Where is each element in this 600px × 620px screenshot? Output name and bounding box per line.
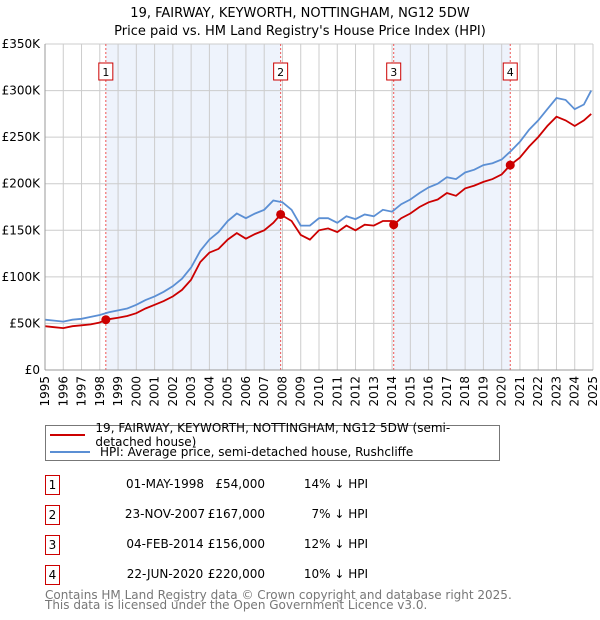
- x-tick-label: 1996: [56, 376, 70, 407]
- x-tick-label: 2012: [349, 376, 363, 407]
- transaction-date: 23-NOV-2007: [124, 507, 206, 521]
- y-tick-label: £300K: [2, 84, 42, 98]
- y-tick-label: £100K: [2, 270, 42, 284]
- y-tick-label: £50K: [9, 316, 41, 330]
- x-tick-label: 2019: [476, 376, 490, 407]
- y-tick-label: £150K: [2, 223, 42, 237]
- x-tick-label: 2013: [367, 376, 381, 407]
- sale-marker-box: [98, 62, 114, 81]
- footer: Contains HM Land Registry data © Crown c…: [45, 588, 512, 612]
- x-tick-label: 2023: [549, 376, 563, 407]
- x-tick-label: 1997: [75, 376, 89, 407]
- transaction-price: £54,000: [215, 477, 265, 491]
- sale-marker-label: 4: [507, 66, 514, 79]
- transaction-row: 4 22-JUN-2020 £220,000 10% ↓ HPI: [45, 565, 445, 585]
- x-tick-label: 2011: [330, 376, 344, 407]
- x-tick-label: 2008: [275, 376, 289, 407]
- legend-label-property: 19, FAIRWAY, KEYWORTH, NOTTINGHAM, NG12 …: [95, 421, 451, 449]
- shaded-range: [393, 44, 511, 370]
- legend-swatch-hpi: [50, 451, 90, 453]
- x-tick-label: 2015: [403, 376, 417, 407]
- footer-line-2: This data is licensed under the Open Gov…: [45, 598, 428, 612]
- transaction-date: 04-FEB-2014: [126, 537, 204, 551]
- sale-marker-label: 3: [390, 66, 397, 79]
- transaction-hpi-diff: 10% ↓ HPI: [303, 567, 368, 581]
- x-tick-label: 1999: [111, 376, 125, 407]
- x-tick-label: 2009: [294, 376, 308, 407]
- transaction-hpi-diff: 14% ↓ HPI: [303, 477, 368, 491]
- transaction-row: 1 01-MAY-1998 £54,000 14% ↓ HPI: [45, 475, 445, 495]
- x-tick-label: 2022: [531, 376, 545, 407]
- legend-swatch-property: [50, 434, 86, 436]
- sale-marker-box: [386, 62, 402, 81]
- footer-line-1: Contains HM Land Registry data © Crown c…: [45, 588, 512, 602]
- x-tick-label: 2016: [422, 376, 436, 407]
- x-tick-label: 2020: [495, 376, 509, 407]
- sale-point: [505, 160, 515, 170]
- y-tick-label: £200K: [2, 177, 42, 191]
- chart-title: 19, FAIRWAY, KEYWORTH, NOTTINGHAM, NG12 …: [130, 6, 470, 21]
- x-tick-label: 2018: [458, 376, 472, 407]
- transaction-hpi-diff: 12% ↓ HPI: [303, 537, 368, 551]
- x-tick-label: 2024: [568, 376, 582, 407]
- sale-marker-label: 2: [277, 66, 284, 79]
- chart-legend: 19, FAIRWAY, KEYWORTH, NOTTINGHAM, NG12 …: [45, 421, 500, 461]
- transaction-row: 3 04-FEB-2014 £156,000 12% ↓ HPI: [45, 535, 445, 555]
- x-tick-label: 2007: [257, 376, 271, 407]
- sale-marker-label: 1: [102, 66, 109, 79]
- sale-marker-box: [273, 62, 289, 81]
- shaded-range: [105, 44, 281, 370]
- x-tick-label: 2003: [184, 376, 198, 407]
- sale-point: [276, 209, 286, 219]
- sale-marker-box: [502, 62, 518, 81]
- transaction-hpi-diff: 7% ↓ HPI: [311, 507, 368, 521]
- y-tick-label: £0: [25, 363, 40, 377]
- transaction-number: 3: [45, 535, 60, 555]
- y-tick-label: £250K: [2, 130, 42, 144]
- x-tick-label: 2025: [586, 376, 600, 407]
- chart-subtitle: Price paid vs. HM Land Registry's House …: [114, 24, 486, 39]
- legend-label-hpi: HPI: Average price, semi-detached house,…: [100, 445, 414, 459]
- sale-point: [101, 315, 111, 325]
- transaction-number: 1: [45, 475, 60, 495]
- y-tick-label: £350K: [2, 37, 42, 51]
- legend-item-property: 19, FAIRWAY, KEYWORTH, NOTTINGHAM, NG12 …: [50, 421, 499, 449]
- series-line-property: [44, 113, 592, 330]
- transaction-price: £156,000: [207, 537, 265, 551]
- x-tick-label: 2002: [166, 376, 180, 407]
- sale-point: [389, 220, 399, 230]
- x-tick-label: 2017: [440, 376, 454, 407]
- transaction-date: 01-MAY-1998: [125, 477, 204, 491]
- x-tick-label: 2005: [221, 376, 235, 407]
- price-chart: 19, FAIRWAY, KEYWORTH, NOTTINGHAM, NG12 …: [2, 6, 600, 407]
- legend-item-hpi: HPI: Average price, semi-detached house,…: [50, 444, 413, 460]
- transaction-row: 2 23-NOV-2007 £167,000 7% ↓ HPI: [45, 505, 445, 525]
- transaction-date: 22-JUN-2020: [126, 567, 204, 581]
- x-tick-label: 1995: [38, 376, 52, 407]
- x-tick-label: 2006: [239, 376, 253, 407]
- x-tick-label: 2021: [513, 376, 527, 407]
- transaction-number: 4: [45, 565, 60, 585]
- x-tick-label: 2004: [202, 376, 216, 407]
- x-tick-label: 2000: [129, 376, 143, 407]
- series-line-hpi: [44, 90, 592, 323]
- x-tick-label: 2001: [148, 376, 162, 407]
- transaction-price: £167,000: [207, 507, 265, 521]
- x-tick-label: 2010: [312, 376, 326, 407]
- x-tick-label: 2014: [385, 376, 399, 407]
- transaction-number: 2: [45, 505, 60, 525]
- x-tick-label: 1998: [93, 376, 107, 407]
- transaction-price: £220,000: [207, 567, 265, 581]
